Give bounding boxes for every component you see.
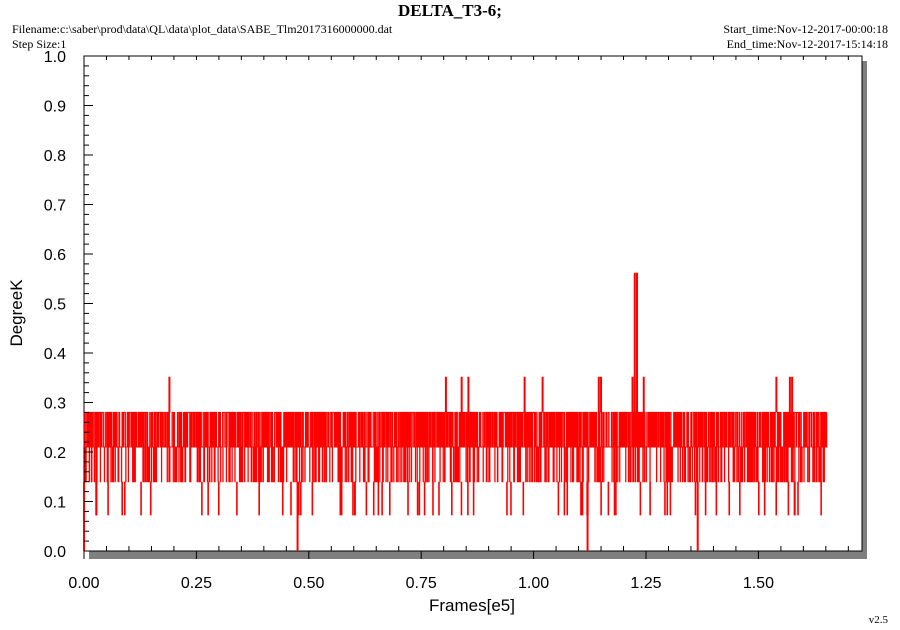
y-tick-label: 0.6 (44, 247, 66, 264)
x-tick-label: 0.50 (293, 575, 324, 592)
x-tick-label: 0.00 (68, 575, 99, 592)
x-tick-label: 0.25 (181, 575, 212, 592)
version-label: v2.5 (868, 614, 888, 626)
start-time-label: Start_time:Nov-12-2017-00:00:18 (723, 22, 888, 36)
x-axis-title: Frames[e5] (429, 596, 515, 615)
y-tick-label: 0.1 (44, 495, 66, 512)
step-size-label: Step Size:1 (12, 37, 67, 51)
x-tick-label: 1.25 (630, 575, 661, 592)
x-tick-label: 1.50 (743, 575, 774, 592)
y-tick-label: 0.8 (44, 148, 66, 165)
y-tick-label: 0.7 (44, 198, 66, 215)
y-tick-label: 0.3 (44, 396, 66, 413)
series-layer (83, 272, 828, 551)
x-tick-label: 1.00 (518, 575, 549, 592)
x-tick-label: 0.75 (406, 575, 437, 592)
series-band (83, 411, 828, 483)
end-time-label: End_time:Nov-12-2017-15:14:18 (726, 37, 888, 51)
ticks-layer: 0.0 0.1 0.2 0.3 0.4 0.5 0.6 0.7 0.8 0.9 1.0 0.00 0.2… (44, 49, 849, 592)
y-tick-label: 0.4 (44, 346, 66, 363)
y-tick-label: 0.9 (44, 99, 66, 116)
y-tick-label: 0.0 (44, 544, 66, 561)
y-tick-label: 0.2 (44, 445, 66, 462)
y-tick-label: 0.5 (44, 297, 66, 314)
y-tick-label: 1.0 (44, 49, 66, 66)
y-axis-title: DegreeK (7, 279, 26, 347)
filename-label: Filename:c:\saber\prod\data\QL\data\plot… (12, 22, 393, 36)
chart-title: DELTA_T3-6; (398, 1, 502, 20)
